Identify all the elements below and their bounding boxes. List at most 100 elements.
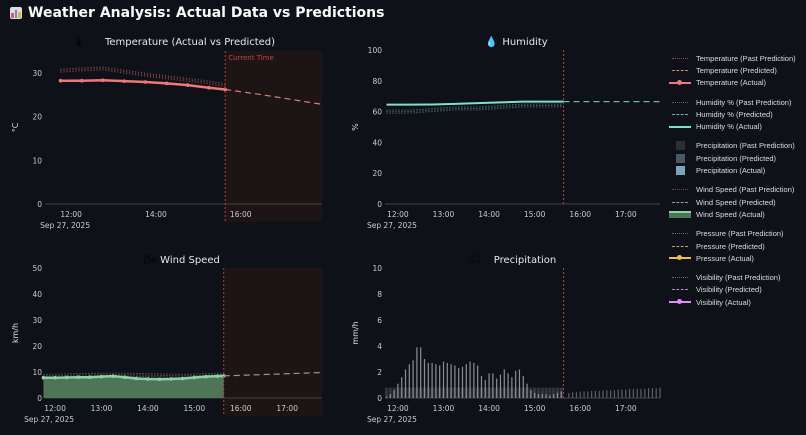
legend-swatch — [668, 253, 692, 263]
legend-label: Pressure (Past Prediction) — [696, 229, 784, 239]
legend-swatch — [668, 197, 692, 207]
precip-actual-bar — [435, 364, 437, 398]
legend-item[interactable]: Temperature (Predicted) — [668, 64, 806, 76]
legend-item[interactable]: Wind Speed (Actual) — [668, 208, 806, 220]
precip-past-bar — [544, 387, 548, 398]
legend-swatch — [668, 185, 692, 195]
legend-item[interactable]: Wind Speed (Predicted) — [668, 196, 806, 208]
legend-item[interactable]: Temperature (Actual) — [668, 77, 806, 89]
precip-predicted-bar — [583, 391, 585, 398]
legend-item[interactable]: Wind Speed (Past Prediction) — [668, 184, 806, 196]
precip-predicted-bar — [640, 388, 642, 398]
y-axis-label: km/h — [11, 323, 20, 343]
data-point — [53, 375, 57, 380]
precip-actual-bar — [503, 369, 505, 398]
x-tick-label: 16:00 — [230, 210, 252, 219]
data-point — [207, 85, 211, 90]
precip-actual-bar — [442, 361, 445, 398]
legend-item[interactable]: Humidity % (Predicted) — [668, 108, 806, 120]
legend-swatch — [668, 53, 692, 63]
legend-label: Precipitation (Actual) — [696, 166, 766, 176]
precip-actual-bar — [560, 391, 562, 398]
legend-item[interactable]: Precipitation (Past Prediction) — [668, 140, 806, 152]
legend-item[interactable]: Temperature (Past Prediction) — [668, 52, 806, 64]
y-tick-label: 40 — [32, 290, 42, 299]
past-prediction-line — [43, 375, 224, 378]
x-tick-label: 17:00 — [615, 404, 637, 413]
x-date-label: Sep 27, 2025 — [24, 415, 74, 424]
precip-actual-bar — [492, 373, 494, 398]
data-point — [111, 374, 115, 378]
chart-temperature: Temperature (Actual vs Predicted) 🌡 0 10 20 3… — [11, 36, 323, 230]
precip-predicted-bar — [655, 388, 657, 398]
past-prediction-line — [386, 103, 564, 111]
legend-label: Visibility (Past Prediction) — [696, 273, 781, 283]
chart-title: Humidity — [502, 37, 547, 48]
precip-predicted-bar — [598, 390, 600, 398]
y-tick-label: 2 — [377, 368, 382, 377]
y-tick-label: 50 — [32, 264, 42, 273]
legend-item[interactable]: Pressure (Actual) — [668, 252, 806, 264]
legend-swatch — [668, 209, 692, 219]
x-tick-label: 12:00 — [60, 210, 82, 219]
precip-actual-bar — [480, 375, 483, 398]
legend-item[interactable]: Precipitation (Predicted) — [668, 152, 806, 164]
y-tick-label: 10 — [32, 156, 42, 165]
predicted-line — [223, 371, 323, 377]
data-point — [101, 78, 105, 83]
data-point — [146, 377, 150, 381]
y-tick-label: 30 — [32, 69, 42, 78]
precip-predicted-bar — [644, 388, 646, 398]
precip-predicted-bar — [568, 392, 570, 398]
precip-actual-bar — [545, 394, 547, 398]
precip-actual-bar — [556, 392, 559, 398]
legend-item[interactable]: Humidity % (Past Prediction) — [668, 96, 806, 108]
y-tick-label: 0 — [37, 394, 42, 403]
data-point — [64, 375, 69, 380]
precip-predicted-bar — [659, 387, 661, 398]
x-tick-label: 16:00 — [569, 210, 591, 219]
legend: Temperature (Past Prediction) Temperature… — [668, 52, 806, 308]
legend-item[interactable]: Humidity % (Actual) — [668, 120, 806, 132]
precip-actual-bar — [397, 383, 399, 398]
legend-label: Wind Speed (Past Prediction) — [696, 185, 795, 195]
y-tick-label: 0 — [377, 200, 382, 209]
precip-past-bar — [540, 387, 544, 398]
x-tick-label: 16:00 — [230, 404, 252, 413]
legend-item[interactable]: Pressure (Predicted) — [668, 240, 806, 252]
legend-item[interactable]: Pressure (Past Prediction) — [668, 228, 806, 240]
legend-item[interactable]: Visibility (Past Prediction) — [668, 271, 806, 283]
y-tick-label: 0 — [37, 200, 42, 209]
data-point — [185, 83, 190, 87]
precip-predicted-bar — [625, 389, 627, 398]
legend-item[interactable]: Precipitation (Actual) — [668, 164, 806, 176]
legend-label: Pressure (Predicted) — [696, 241, 765, 251]
legend-label: Temperature (Past Prediction) — [696, 53, 796, 63]
y-tick-label: 20 — [32, 113, 42, 122]
x-date-label: Sep 27, 2025 — [367, 221, 417, 230]
y-tick-label: 4 — [377, 342, 382, 351]
data-point — [204, 374, 208, 379]
legend-swatch — [668, 65, 692, 75]
precip-past-bar — [552, 387, 556, 398]
legend-label: Humidity % (Actual) — [696, 122, 762, 132]
y-tick-label: 20 — [32, 342, 42, 351]
precip-actual-bar — [484, 379, 486, 398]
precip-actual-bar — [477, 365, 479, 398]
precip-actual-bar — [499, 374, 502, 398]
legend-label: Visibility (Actual) — [696, 297, 751, 307]
y-tick-label: 0 — [377, 394, 382, 403]
precip-actual-bar — [526, 383, 528, 398]
x-date-label: Sep 27, 2025 — [367, 415, 417, 424]
future-shade — [223, 268, 322, 416]
x-tick-label: 15:00 — [184, 404, 206, 413]
legend-item[interactable]: Visibility (Predicted) — [668, 284, 806, 296]
data-point — [88, 375, 92, 380]
page-title: Weather Analysis: Actual Data vs Predict… — [10, 5, 384, 21]
precip-actual-bar — [522, 375, 524, 398]
precip-predicted-bar — [602, 390, 604, 398]
x-tick-label: 13:00 — [433, 404, 455, 413]
legend-item[interactable]: Visibility (Actual) — [668, 296, 806, 308]
precip-actual-bar — [431, 362, 433, 398]
legend-swatch — [668, 97, 692, 107]
